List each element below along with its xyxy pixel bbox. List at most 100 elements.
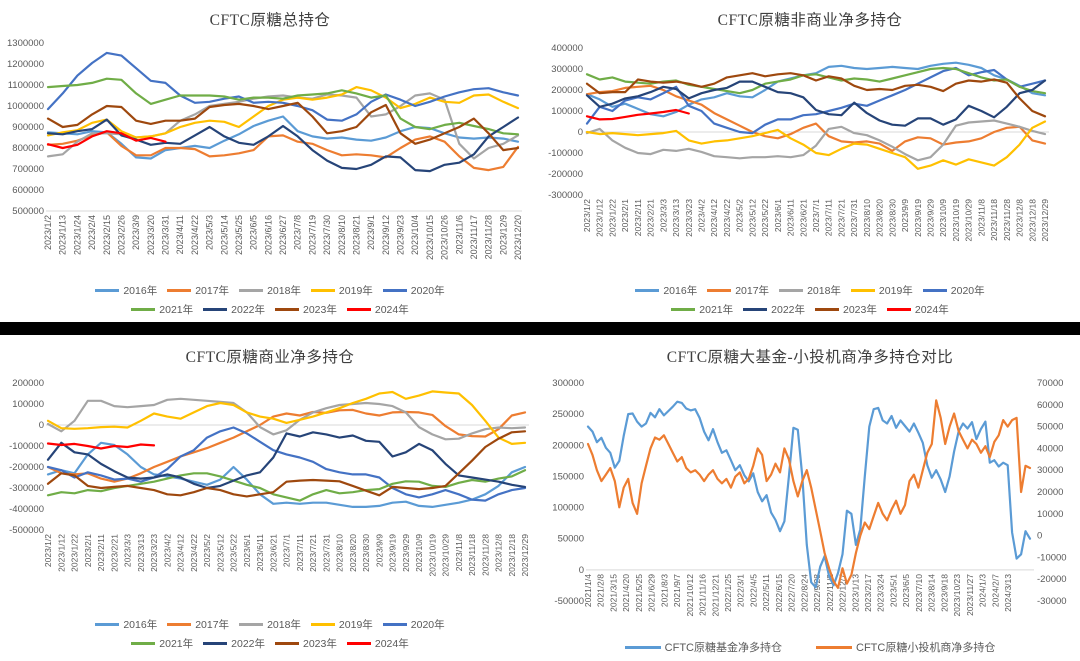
x-tick-label: 2023/2/11 (96, 534, 106, 571)
y-tick-label-right: 30000 (1037, 465, 1063, 476)
y-tick-label: -400000 (9, 504, 44, 515)
legend-line-swatch (275, 308, 299, 311)
x-tick-label: 2021/11/16 (698, 574, 708, 616)
legend-row: CFTC原糖基金净多持仓 CFTC原糖小投机商净多持仓 (608, 639, 1013, 655)
x-tick-label: 2023/1/22 (70, 534, 80, 572)
x-tick-label: 2023/7/8 (293, 215, 303, 250)
legend-line-swatch (707, 289, 732, 292)
legend-item: CFTC原糖基金净多持仓 (624, 639, 782, 655)
y-tick-label-right: -10000 (1037, 552, 1067, 563)
x-tick-label: 2023/12/9 (498, 215, 508, 255)
legend-item: 2024年 (346, 302, 409, 317)
y-tick-label: 50000 (558, 534, 584, 545)
x-tick-label: 2023/1/22 (607, 199, 617, 237)
legend-item: 2021年 (671, 302, 733, 317)
x-tick-label: 2023/11/17 (469, 215, 479, 259)
x-tick-label: 2023/10/15 (425, 215, 435, 260)
x-tick-label: 2023/7/11 (295, 534, 305, 571)
x-tick-label: 2023/2/11 (633, 199, 643, 236)
x-tick-label: 2023/7/21 (836, 199, 846, 237)
y-tick-label: -100000 (548, 148, 583, 159)
legend-line-swatch (850, 289, 875, 292)
y-tick-label-right: 50000 (1037, 422, 1063, 433)
legend-line-swatch (310, 289, 335, 292)
x-tick-label: 2024/2/7 (990, 574, 1000, 607)
x-tick-label: 2023/3/13 (136, 534, 146, 572)
x-tick-label: 2023/5/14 (219, 215, 229, 255)
legend-row: 2021年 2022年 2023年 2024年 (666, 302, 953, 317)
legend-label: 2017年 (195, 285, 230, 297)
x-tick-label: 2022/4/5 (748, 574, 758, 607)
y-tick-label-right: 70000 (1037, 378, 1063, 389)
y-tick-label-right: 10000 (1037, 509, 1063, 520)
legend-line-swatch (743, 308, 768, 311)
x-tick-label: 2022/1/25 (723, 574, 733, 612)
legend-label: 2024年 (914, 304, 949, 316)
chart-fund-vs-small-spec: CFTC原糖大基金-小投机商净多持仓对比 300000 250000 200000 1… (540, 336, 1080, 661)
x-tick-label: 2023/2/15 (102, 215, 112, 255)
x-tick-label: 2023/7/11 (824, 199, 834, 236)
chart-legend: 2016年 2017年 2018年 2019年 2020年 2021年 2022年 2023年… (0, 283, 540, 317)
legend-label: 2020年 (410, 619, 445, 631)
chart-title: CFTC原糖非商业净多持仓 (717, 12, 903, 29)
chart-legend: 2016年 2017年 2018年 2019年 2020年 2021年 2022年 2023年… (540, 283, 1080, 317)
series-line-2022年 (46, 431, 527, 490)
legend-label: 2016年 (663, 285, 698, 297)
y-tick-label-right: -20000 (1037, 574, 1067, 585)
y-tick-label: 700000 (12, 164, 44, 175)
x-tick-label: 2021/6/29 (647, 574, 657, 612)
y-tick-label: 1300000 (7, 38, 44, 49)
x-tick-label: 2023/3/20 (146, 215, 156, 255)
legend-label: 2019年 (338, 285, 373, 297)
legend-item: 2022年 (203, 302, 265, 317)
legend-item: 2021年 (131, 302, 193, 317)
legend-line-swatch (167, 623, 192, 626)
x-tick-label: 2022/8/24 (799, 574, 809, 612)
x-tick-label: 2023/6/1 (773, 199, 783, 232)
legend-label: 2024年 (374, 304, 409, 316)
legend-label: CFTC原糖小投机商净多持仓 (856, 642, 996, 654)
x-tick-label: 2023/7/1 (282, 534, 292, 567)
x-tick-label: 2023/7/31 (849, 199, 859, 237)
y-tick-label: 300000 (551, 64, 583, 75)
x-tick-label: 2023/4/2 (162, 534, 172, 567)
x-tick-label: 2023/2/17 (863, 574, 873, 612)
legend-item: 2020年 (382, 617, 445, 632)
legend-line-swatch (922, 289, 947, 292)
x-tick-label: 2023/12/20 (513, 215, 523, 260)
legend-line-swatch (131, 642, 156, 645)
series-line-CFTC原糖基金净多持仓 (586, 400, 1032, 589)
legend-item: 2018年 (779, 283, 841, 298)
x-tick-label: 2023/8/14 (927, 574, 937, 612)
legend-line-swatch (167, 289, 192, 292)
legend-line-swatch (239, 623, 264, 626)
x-tick-label: 2023/4/22 (189, 534, 199, 572)
x-tick-label: 2023/5/1 (888, 574, 898, 607)
legend-label: 2016年 (123, 619, 158, 631)
y-tick-label-right: -30000 (1037, 596, 1067, 607)
x-tick-label: 2023/9/9 (900, 199, 910, 232)
y-tick-label: 100000 (12, 399, 44, 410)
y-tick-label: 250000 (552, 409, 584, 420)
x-tick-label: 2023/8/20 (348, 534, 358, 572)
x-tick-label: 2023/3/23 (149, 534, 159, 572)
legend-item: 2017年 (707, 283, 769, 298)
x-tick-label: 2023/1/13 (58, 215, 68, 255)
legend-item: 2018年 (239, 617, 301, 632)
x-tick-label: 2023/9/23 (396, 215, 406, 255)
x-tick-label: 2023/4/11 (175, 215, 185, 254)
x-tick-label: 2023/7/21 (308, 534, 318, 572)
x-tick-label: 2023/2/1 (83, 534, 93, 567)
x-tick-label: 2023/11/8 (454, 534, 464, 571)
x-tick-label: 2021/12/21 (710, 574, 720, 617)
x-tick-label: 2023/12/29 (1040, 199, 1050, 242)
chart-plot: 1300000 1200000 1100000 1000000 900000 800000… (7, 38, 523, 260)
series-line-2016年 (585, 61, 1047, 118)
y-tick-label: -300000 (9, 483, 44, 494)
x-tick-label: 2021/5/25 (634, 574, 644, 612)
legend-item: CFTC原糖小投机商净多持仓 (816, 639, 995, 655)
x-tick-label: 2023/9/9 (374, 534, 384, 567)
legend-item: 2023年 (275, 302, 337, 317)
x-tick-label: 2023/2/1 (620, 199, 630, 232)
